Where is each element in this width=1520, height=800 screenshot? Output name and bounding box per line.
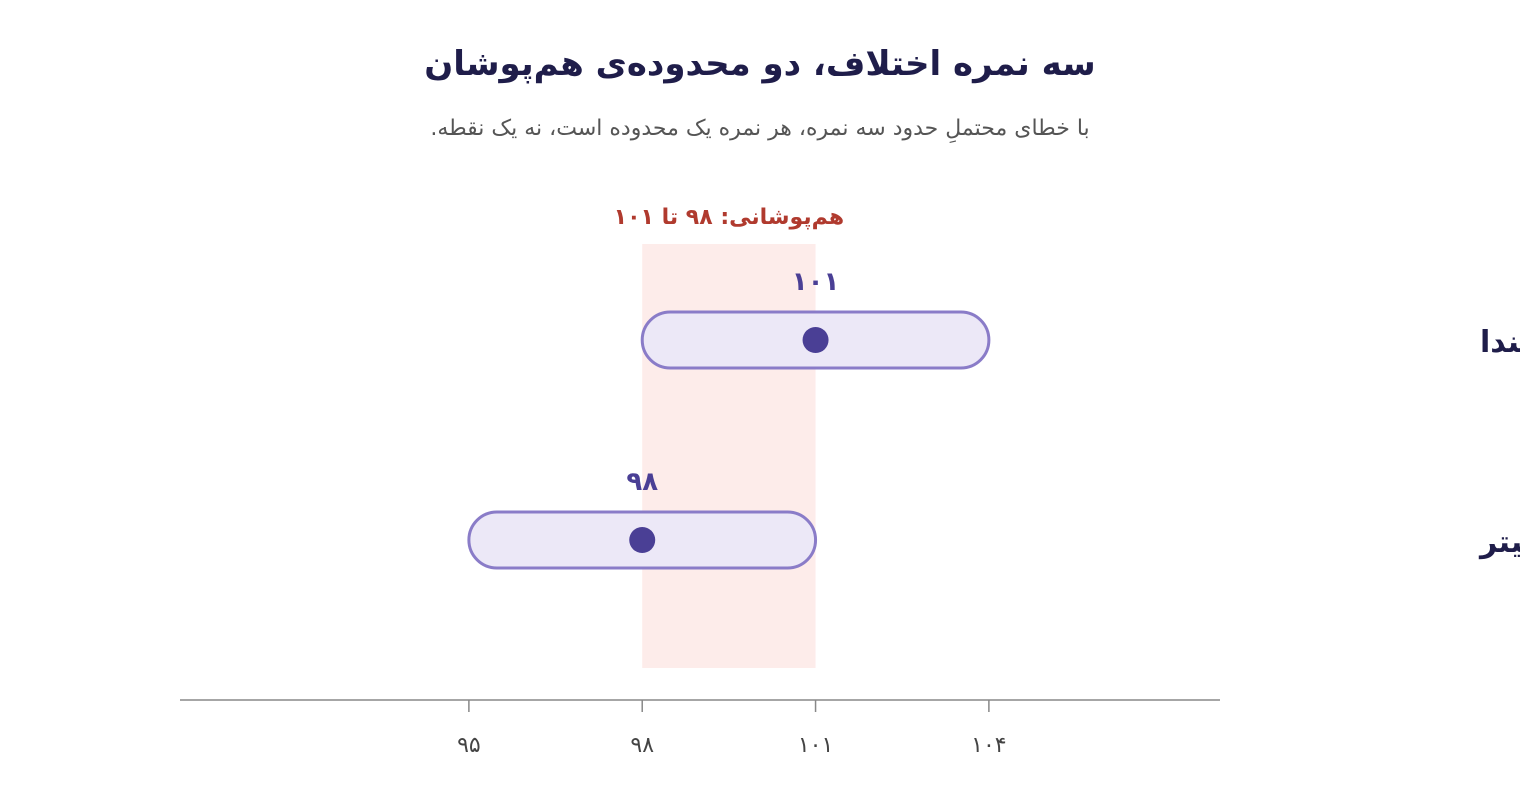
value-point bbox=[802, 327, 829, 353]
chart-subtitle: با خطای محتملِ حدود سه نمره، هر نمره یک … bbox=[430, 116, 1090, 141]
value-label: ۹۸ bbox=[626, 467, 658, 497]
overlap-band bbox=[642, 244, 816, 668]
x-tick-label: ۹۵ bbox=[457, 733, 481, 758]
x-tick-label: ۱۰۴ bbox=[971, 733, 1006, 758]
x-tick-label: ۹۸ bbox=[630, 733, 654, 758]
row-label: لیندا bbox=[1480, 325, 1520, 360]
value-point bbox=[629, 527, 656, 553]
row-label: پیتر bbox=[1478, 525, 1520, 560]
chart-title: سه نمره اختلاف، دو محدوده‌ی هم‌پوشان bbox=[424, 44, 1096, 84]
value-label: ۱۰۱ bbox=[792, 267, 840, 297]
overlap-label: هم‌پوشانی: ۹۸ تا ۱۰۱ bbox=[614, 205, 844, 230]
x-tick-label: ۱۰۱ bbox=[798, 733, 833, 758]
